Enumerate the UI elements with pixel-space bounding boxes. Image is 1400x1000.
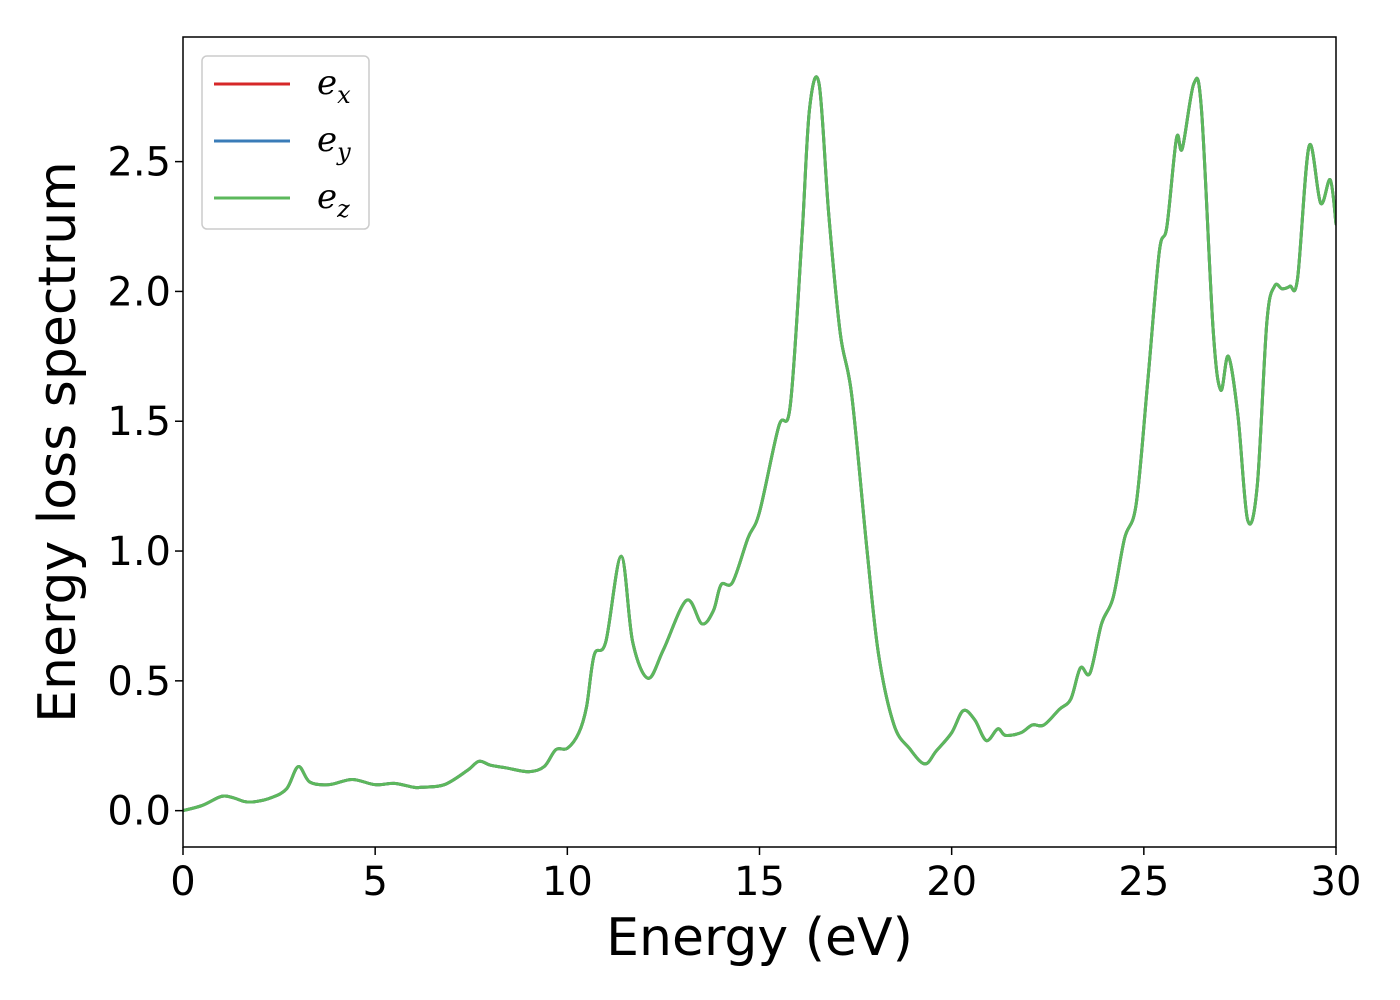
x-tick-label: 0	[170, 859, 195, 905]
y-tick-label: 0.0	[107, 789, 171, 835]
x-tick-label: 15	[734, 859, 785, 905]
x-tick-label: 10	[542, 859, 593, 905]
legend-label-e-z: ez	[317, 177, 350, 223]
x-tick-label: 30	[1311, 859, 1362, 905]
x-tick-label: 20	[926, 859, 977, 905]
x-tick-label: 25	[1118, 859, 1169, 905]
series-layer	[183, 75, 1336, 813]
y-tick-label: 1.0	[107, 529, 171, 575]
x-axis-label: Energy (eV)	[606, 908, 913, 968]
legend-label-e-y: ey	[317, 120, 351, 166]
y-axis-label: Energy loss spectrum	[28, 161, 88, 723]
legend: ex ey ez	[201, 55, 370, 230]
y-ticks: 0.0 0.5 1.0 1.5 2.0 2.5	[107, 140, 183, 835]
y-tick-label: 2.5	[107, 140, 171, 186]
y-tick-label: 2.0	[107, 269, 171, 315]
x-ticks: 0 5 10 15 20 25 30	[170, 847, 1361, 905]
legend-label-e-x: ex	[317, 63, 351, 109]
series-line-e-z	[183, 75, 1336, 813]
y-tick-label: 1.5	[107, 399, 171, 445]
y-tick-label: 0.5	[107, 659, 171, 705]
x-tick-label: 5	[362, 859, 387, 905]
